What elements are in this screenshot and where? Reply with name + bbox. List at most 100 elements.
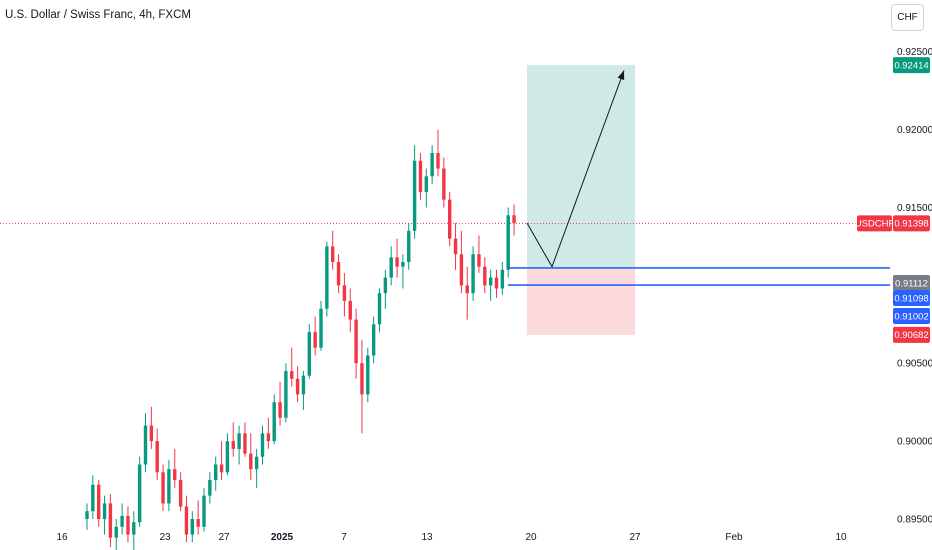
price-axis[interactable]: 0.92500 0.92000 0.91500 0.90500 0.90000 0.895… <box>897 47 932 525</box>
candle <box>418 152 423 200</box>
candle <box>430 145 434 185</box>
candle-body <box>471 254 475 294</box>
candle <box>371 316 376 364</box>
candle <box>178 472 183 512</box>
candle-body <box>430 152 434 177</box>
candle-body <box>512 215 516 224</box>
stop-zone[interactable] <box>527 267 635 335</box>
candle-body <box>477 254 481 267</box>
target-zone[interactable] <box>527 65 635 268</box>
candle-body <box>266 433 271 442</box>
candle-body <box>354 319 358 364</box>
price-badge-last: 0.91398 <box>893 215 930 232</box>
candle-body <box>342 285 347 301</box>
price-badge-stop: 0.90682 <box>893 326 930 343</box>
candle <box>512 204 516 236</box>
time-tick-label: 20 <box>525 532 537 543</box>
candle-body <box>237 433 241 449</box>
candle-body <box>149 425 154 442</box>
candle-body <box>319 308 323 348</box>
candle <box>161 464 165 512</box>
price-badge-text: 0.91098 <box>894 293 928 304</box>
projection-arrow[interactable] <box>526 70 625 268</box>
candle-body <box>178 480 183 507</box>
candle <box>249 433 253 481</box>
candle <box>348 288 352 333</box>
candle <box>366 347 370 403</box>
candle <box>231 422 235 457</box>
candle-body <box>407 230 411 262</box>
candle-body <box>442 168 446 200</box>
candle-body <box>91 484 95 512</box>
candle <box>342 272 347 317</box>
candle <box>278 381 282 426</box>
candle <box>471 246 475 301</box>
candle <box>383 269 388 309</box>
price-badge-text: 0.92414 <box>894 60 928 71</box>
candle <box>313 316 317 356</box>
currency-button[interactable]: CHF <box>891 4 924 31</box>
candle-body <box>190 519 194 535</box>
candle <box>173 448 177 488</box>
price-tick-label: 0.90000 <box>897 437 932 448</box>
time-axis[interactable]: 16 23 27 2025 7 13 20 27 Feb 10 <box>56 532 847 543</box>
candle <box>202 487 206 532</box>
candle-body <box>249 453 253 470</box>
candle <box>254 448 259 488</box>
candle <box>97 480 101 527</box>
candle-body <box>132 522 136 535</box>
candle <box>290 347 294 387</box>
price-badge-text: 0.91112 <box>895 278 928 289</box>
time-tick-label: 27 <box>629 532 641 543</box>
candle <box>336 254 341 294</box>
candle <box>243 422 247 457</box>
candle <box>354 308 358 379</box>
candle-body <box>272 402 276 442</box>
candle <box>219 441 224 481</box>
candle-body <box>424 176 428 192</box>
candle <box>91 475 95 519</box>
candle-body <box>120 515 124 527</box>
candle-body <box>295 378 300 395</box>
candle <box>506 207 510 278</box>
candle-body <box>401 262 405 267</box>
candle <box>453 223 458 270</box>
candle <box>102 495 107 535</box>
price-badge-text: 0.91002 <box>894 311 928 322</box>
candle <box>260 425 265 465</box>
time-tick-label: 7 <box>341 532 347 543</box>
price-badge-target: 0.92414 <box>893 57 930 74</box>
candle <box>137 456 142 527</box>
price-badge-line: 0.91002 <box>893 308 930 324</box>
horizontal-lines[interactable] <box>508 267 890 286</box>
price-badge-text: 0.91398 <box>894 219 928 230</box>
candle <box>132 511 136 550</box>
candle-body <box>436 152 440 169</box>
candle <box>126 506 130 543</box>
candle-body <box>202 495 206 527</box>
candle-body <box>371 324 376 356</box>
candle <box>307 324 311 379</box>
candle <box>331 230 335 270</box>
candle-body <box>260 433 265 457</box>
candle-body <box>448 199 452 239</box>
candle-body <box>453 238 458 255</box>
candle-body <box>465 285 469 294</box>
candle <box>401 254 405 289</box>
candle <box>284 363 288 423</box>
candle-body <box>243 433 247 454</box>
candle-body <box>114 526 118 538</box>
candle <box>301 371 306 410</box>
candle-body <box>214 464 218 481</box>
price-badge-symbol: USDCHF <box>855 215 894 232</box>
arrowhead-icon <box>617 70 625 81</box>
candle-body <box>313 332 317 348</box>
candle-body <box>395 257 399 267</box>
candle <box>442 157 446 208</box>
price-tick-label: 0.91500 <box>897 203 932 214</box>
candle <box>448 191 452 247</box>
candle-body <box>225 441 230 473</box>
candle-body <box>97 484 101 519</box>
candle <box>459 230 464 294</box>
